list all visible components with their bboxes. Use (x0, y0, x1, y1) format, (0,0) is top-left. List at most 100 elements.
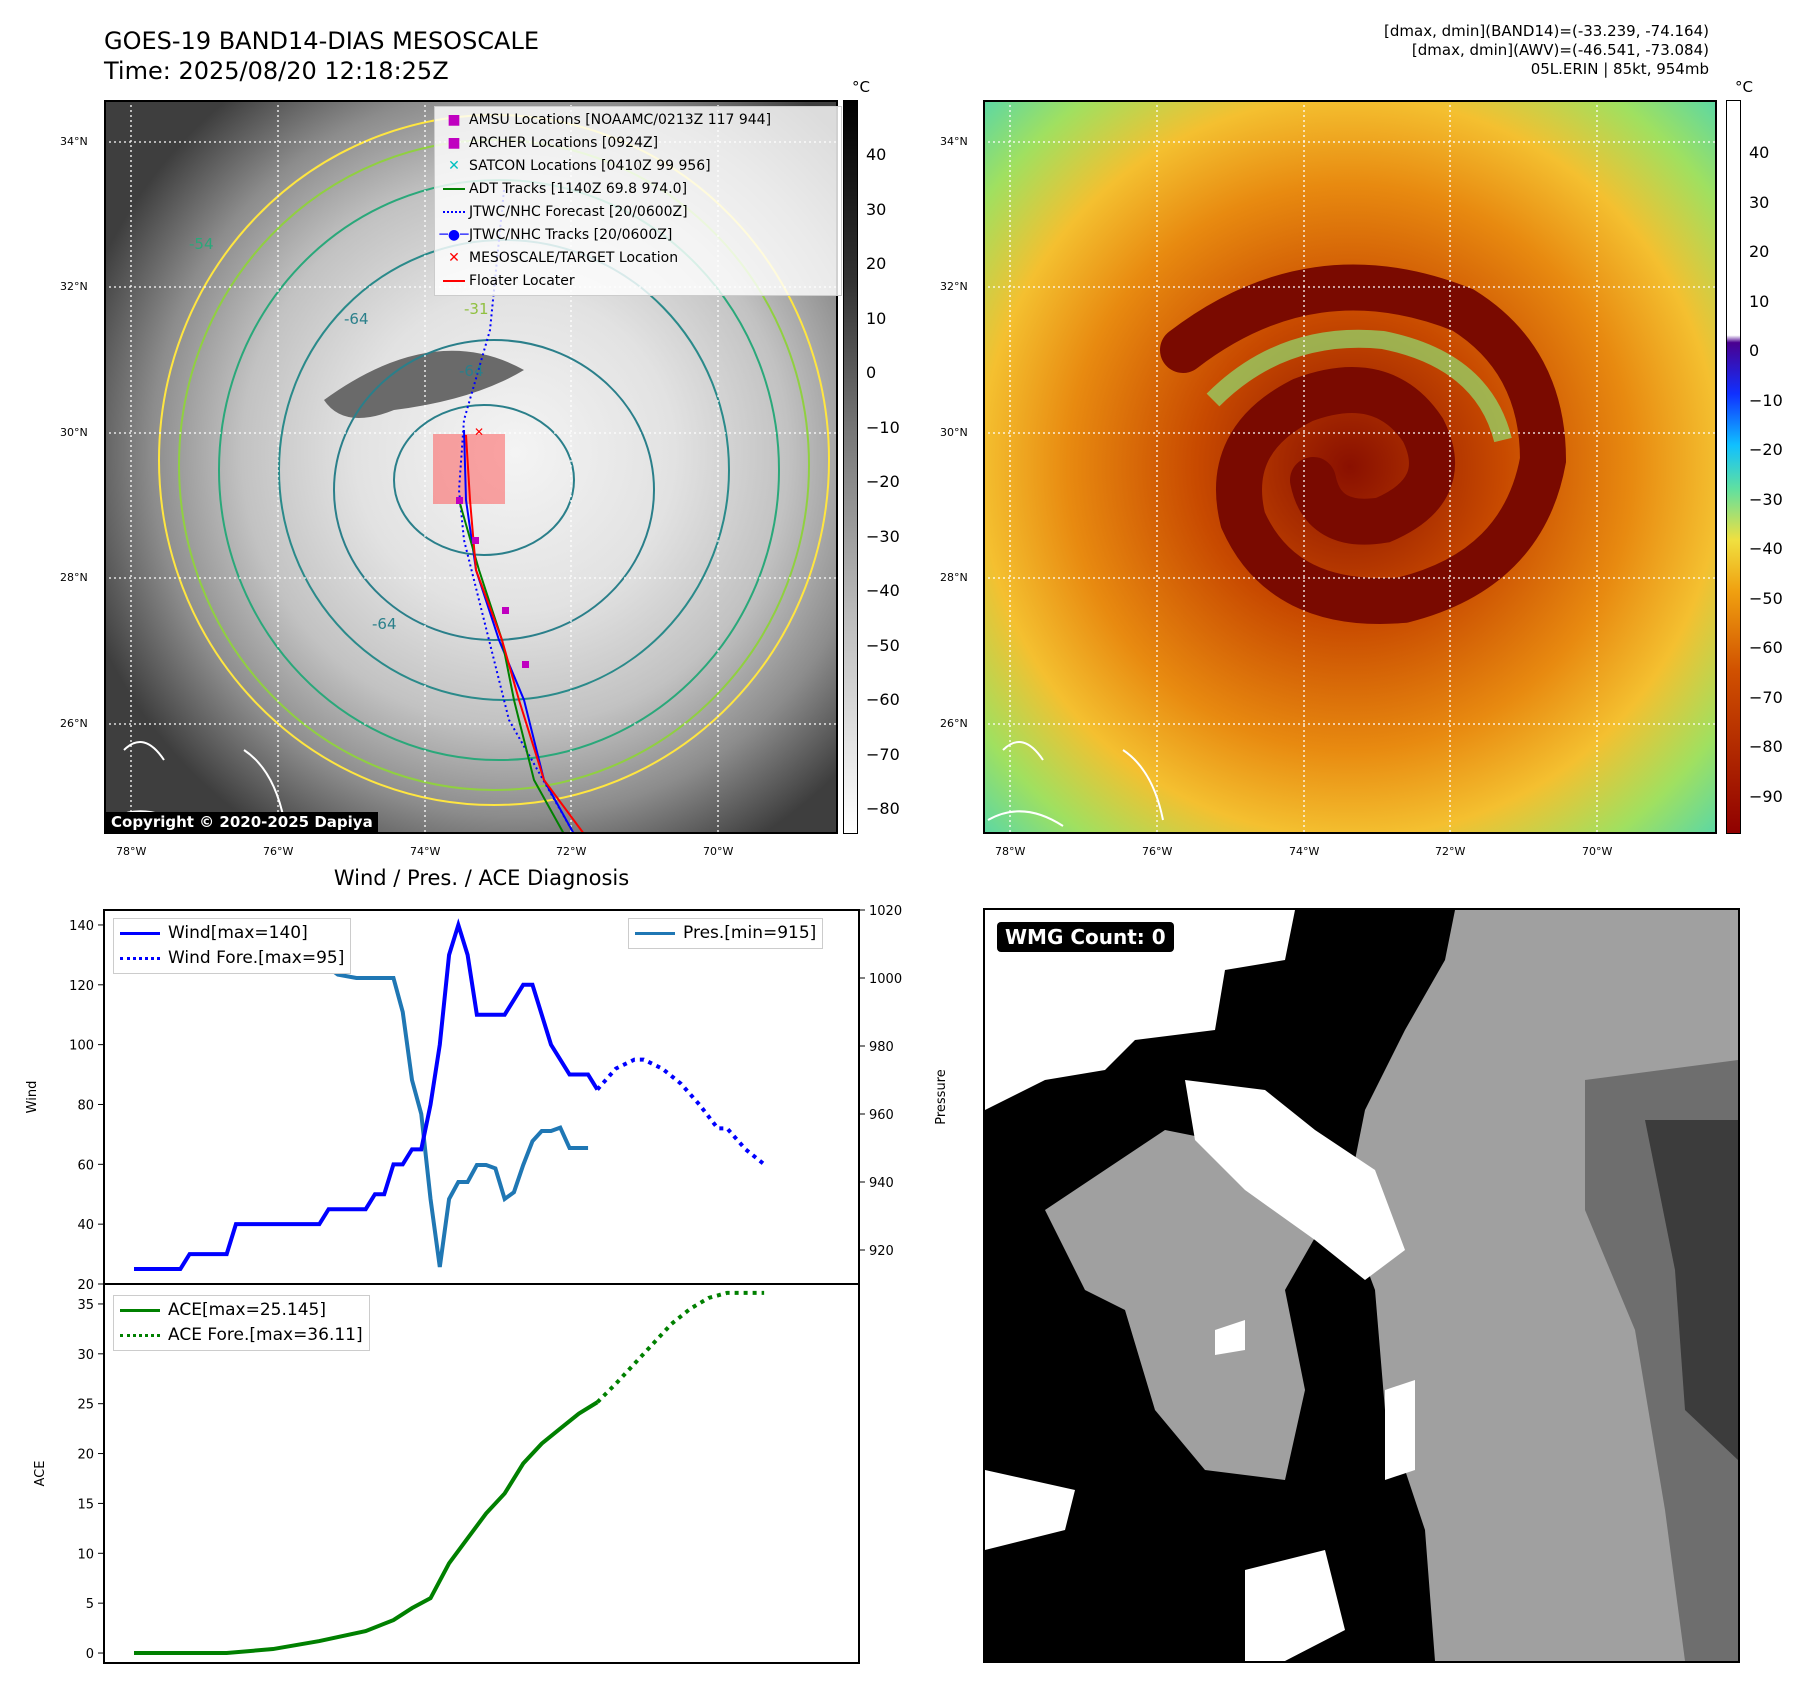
wv-colorbar-tick: −70 (1749, 687, 1783, 707)
wv-map (983, 100, 1717, 834)
wind-ytick-label: 120 (69, 979, 94, 994)
wv-colorbar-tick: −30 (1749, 489, 1783, 509)
diagnosis-chart-title: Wind / Pres. / ACE Diagnosis (333, 866, 630, 890)
ir-colorbar-tick: −40 (866, 581, 900, 600)
wv-dry-band (1206, 329, 1512, 443)
diagnosis-chart: 1401201008060402010201000980960940920353… (25, 904, 949, 1664)
wv-map-frame (983, 100, 1717, 834)
wv-lat-34: 34°N (940, 135, 968, 148)
wmg-white-spot (1385, 1380, 1415, 1480)
wind-ytick-label: 40 (77, 1218, 94, 1233)
wind-line (134, 918, 600, 1272)
contour-label-2: -64 (372, 615, 397, 633)
legend-archer: ■ ARCHER Locations [0924Z] (439, 132, 837, 155)
wmg-count-badge: WMG Count: 0 (997, 922, 1174, 952)
ace-ytick-label: 25 (77, 1398, 94, 1413)
title-line-2: Time: 2025/08/20 12:18:25Z (104, 57, 449, 85)
wmg-gray-west (1045, 1130, 1325, 1480)
pres-ytick-label: 980 (869, 1040, 894, 1055)
legend-adt-marker (439, 178, 469, 201)
ir-colorbar-unit: °C (852, 78, 870, 96)
wind-legend: Wind[max=140] Wind Fore.[max=95] (113, 918, 352, 974)
wv-lon-72: 72°W (1435, 845, 1466, 858)
ir-colorbar-tick: −10 (866, 417, 900, 437)
contour-label-5: -54 (189, 235, 214, 253)
forecast-track (457, 189, 575, 834)
wmg-white-eye (1215, 1320, 1245, 1355)
wmg-white-sw (985, 1470, 1075, 1550)
ir-lon-76: 76°W (263, 845, 294, 858)
wind-forecast-line (595, 1057, 766, 1166)
wv-colorbar-tick: 10 (1749, 291, 1770, 311)
wv-colorbar-tick: 40 (1749, 143, 1770, 162)
wv-lat-32: 32°N (940, 280, 968, 293)
wv-coastline (987, 741, 1164, 827)
pres-axis-label: Pressure (934, 1069, 949, 1125)
ir-lon-78: 78°W (116, 845, 147, 858)
legend-satcon-marker: ✕ (448, 158, 460, 174)
ir-colorbar-tick: −20 (866, 472, 900, 491)
wv-lat-30: 30°N (940, 426, 968, 439)
ace-ytick-label: 30 (77, 1348, 94, 1363)
legend-ace-swatch (120, 1308, 160, 1312)
ir-map-panel: ✕ -64 -64 -64 -31 -54 ■ AMSU Locations [N… (104, 100, 842, 834)
legend-forecast: JTWC/NHC Forecast [20/0600Z] (439, 201, 837, 224)
ace-axis-label: ACE (33, 1461, 48, 1487)
ir-colorbar-tick: −60 (866, 690, 900, 709)
pres-ytick-label: 1020 (869, 904, 902, 919)
ir-lon-70: 70°W (703, 845, 734, 858)
ir-colorbar-tick: −50 (866, 635, 900, 655)
ir-lat-34: 34°N (60, 135, 88, 148)
pres-ytick-label: 1000 (869, 972, 902, 987)
storm-info: [dmax, dmin](BAND14)=(-33.239, -74.164) … (1384, 22, 1709, 79)
wv-colorbar (1726, 100, 1741, 834)
ace-ytick-label: 10 (77, 1547, 94, 1562)
contour-label-3: -64 (344, 310, 369, 328)
legend-target-marker: ✕ (448, 250, 460, 266)
ir-colorbar (843, 100, 858, 834)
legend-amsu: ■ AMSU Locations [NOAAMC/0213Z 117 944] (439, 109, 837, 132)
wv-spiral (1160, 264, 1567, 624)
wmg-white-mid (1185, 1080, 1405, 1280)
legend-adt: ADT Tracks [1140Z 69.8 974.0] (439, 178, 837, 201)
info-awv: [dmax, dmin](AWV)=(-46.541, -73.084) (1411, 41, 1709, 59)
copyright: Copyright © 2020-2025 Dapiya (106, 812, 378, 832)
info-storm: 05L.ERIN | 85kt, 954mb (1530, 60, 1709, 78)
wmg-image (985, 910, 1738, 1661)
info-band14: [dmax, dmin](BAND14)=(-33.239, -74.164) (1384, 22, 1709, 40)
wv-lat-26: 26°N (940, 717, 968, 730)
wmg-panel: WMG Count: 0 (983, 908, 1740, 1663)
ir-lat-30: 30°N (60, 426, 88, 439)
target-marker: ✕ (474, 425, 484, 439)
legend-wind-fore: Wind Fore.[max=95] (120, 946, 344, 971)
ace-forecast-line (595, 1290, 765, 1404)
ace-ytick-label: 20 (77, 1448, 94, 1463)
pres-ytick-label: 960 (869, 1108, 894, 1123)
ir-lon-72: 72°W (556, 845, 587, 858)
legend-tracks: ─●─JTWC/NHC Tracks [20/0600Z] (439, 224, 837, 247)
legend-pres: Pres.[min=915] (635, 921, 816, 946)
legend-ace-fore: ACE Fore.[max=36.11] (120, 1323, 363, 1348)
wv-colorbar-tick: −60 (1749, 638, 1783, 657)
title-line-1: GOES-19 BAND14-DIAS MESOSCALE (104, 27, 540, 55)
wmg-white-top (985, 910, 1295, 1110)
legend-forecast-marker (439, 201, 469, 224)
wv-colorbar-tick: −20 (1749, 440, 1783, 459)
wv-lat-28: 28°N (940, 571, 968, 584)
ir-colorbar-tick: 20 (866, 254, 887, 273)
legend-pres-swatch (635, 931, 675, 935)
wv-gridlines (983, 100, 1717, 834)
legend-amsu-marker: ■ (447, 112, 461, 128)
pres-ytick-label: 940 (869, 1176, 894, 1191)
legend-wind-swatch (120, 931, 160, 935)
legend-ace-fore-swatch (120, 1333, 160, 1337)
wv-colorbar-tick: −90 (1749, 786, 1783, 806)
ir-map-frame (104, 100, 838, 834)
wv-colorbar-tick: 30 (1749, 192, 1770, 212)
wind-ytick-label: 80 (77, 1098, 94, 1113)
wv-colorbar-tick: 0 (1749, 341, 1760, 360)
ace-legend: ACE[max=25.145] ACE Fore.[max=36.11] (113, 1295, 370, 1351)
legend-satcon: ✕ SATCON Locations [0410Z 99 956] (439, 155, 837, 178)
ace-ytick-label: 35 (77, 1298, 94, 1313)
legend-wind: Wind[max=140] (120, 921, 344, 946)
